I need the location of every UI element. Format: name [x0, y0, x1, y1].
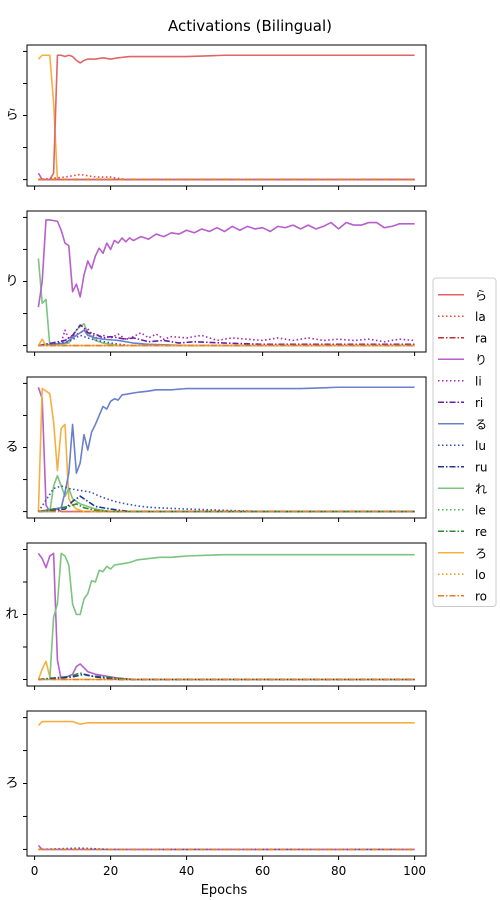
series-line-li	[38, 328, 415, 347]
x-tick-label: 60	[255, 864, 270, 878]
chart-title: Activations (Bilingual)	[168, 17, 332, 35]
panel-2: り	[5, 210, 427, 356]
legend-label: lu	[475, 439, 486, 453]
y-axis-label: り	[5, 274, 18, 289]
y-axis-label: ろ	[5, 776, 18, 791]
legend: ら la ra り li ri る lu ru れ le re ろ lo ro	[432, 277, 497, 607]
x-tick-label: 0	[31, 864, 39, 878]
panel-3: る	[5, 376, 427, 522]
panel-frame	[26, 710, 427, 857]
series-line-り	[37, 552, 415, 681]
legend-label: ru	[475, 460, 488, 474]
series-line-ri	[38, 324, 415, 347]
legend-label: る	[475, 417, 487, 431]
legend-label: ra	[475, 331, 487, 345]
series-line-り	[37, 386, 415, 513]
series-line-ろ	[37, 387, 415, 513]
panel-frame	[26, 542, 427, 687]
series-line-ら	[38, 54, 415, 181]
series-line-れ	[37, 258, 415, 347]
series-line-り	[37, 219, 415, 308]
y-axis-label: ら	[5, 108, 18, 123]
y-axis-label: れ	[5, 607, 18, 622]
legend-label: れ	[475, 482, 487, 496]
series-line-ろ	[37, 720, 415, 727]
panel-1: ら	[5, 44, 427, 190]
x-tick-label: 100	[403, 864, 426, 878]
x-axis-label: Epochs	[201, 883, 248, 898]
x-tick-label: 40	[179, 864, 194, 878]
legend-label: ろ	[475, 546, 487, 560]
legend-label: lo	[475, 568, 486, 582]
series-line-lu	[37, 485, 415, 513]
x-tick-label: 80	[331, 864, 346, 878]
series-line-れ	[38, 474, 415, 513]
x-tick-label: 20	[103, 864, 118, 878]
series-line-れ	[38, 552, 415, 681]
panel-5: ろ 0 20 40 60 80 100	[5, 710, 427, 878]
legend-label: re	[475, 525, 487, 539]
legend-label: li	[475, 374, 482, 388]
legend-box	[432, 277, 497, 607]
series-line-る	[38, 386, 415, 513]
legend-label: la	[475, 310, 486, 324]
legend-label: ら	[475, 288, 487, 302]
y-axis-label: る	[5, 440, 18, 455]
panel-frame	[26, 44, 427, 187]
legend-label: り	[475, 353, 487, 367]
legend-label: le	[475, 503, 486, 517]
panel-4: れ	[5, 542, 427, 690]
legend-label: ri	[475, 396, 483, 410]
series-line-ろ	[37, 54, 415, 181]
legend-label: ro	[475, 589, 487, 603]
